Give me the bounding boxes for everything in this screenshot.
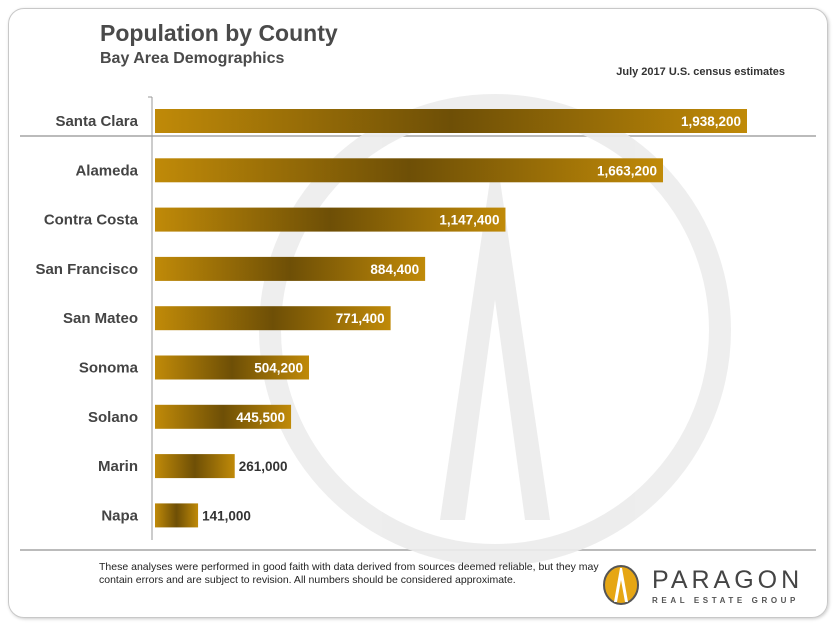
chart-title: Population by County xyxy=(100,20,338,46)
category-label: Sonoma xyxy=(79,360,139,377)
chart-subtitle: Bay Area Demographics xyxy=(100,50,285,67)
value-label: 504,200 xyxy=(254,361,303,376)
bar-san-francisco xyxy=(155,256,426,281)
bar-sonoma xyxy=(155,355,310,380)
bar-contra-costa xyxy=(155,207,506,232)
bar-alameda xyxy=(155,158,664,183)
category-label: Contra Costa xyxy=(44,212,139,229)
disclaimer: These analyses were performed in good fa… xyxy=(99,561,599,586)
category-label: Marin xyxy=(98,458,138,475)
category-label: Napa xyxy=(101,507,138,524)
value-label: 141,000 xyxy=(202,508,251,523)
category-label: Santa Clara xyxy=(55,113,138,130)
header-divider xyxy=(20,135,816,137)
category-label: San Mateo xyxy=(63,310,138,327)
source-note: July 2017 U.S. census estimates xyxy=(616,66,785,78)
logo-name: PARAGON xyxy=(652,566,804,594)
bar-solano xyxy=(155,404,292,429)
category-label: San Francisco xyxy=(35,261,138,278)
bar-marin xyxy=(155,454,235,479)
category-label: Solano xyxy=(88,409,138,426)
value-label: 445,500 xyxy=(236,410,285,425)
bar-napa xyxy=(155,503,199,528)
chart-card xyxy=(8,8,828,618)
value-label: 1,663,200 xyxy=(597,163,657,178)
value-label: 1,147,400 xyxy=(439,213,499,228)
bar-santa-clara xyxy=(155,109,747,133)
value-label: 771,400 xyxy=(336,311,385,326)
logo-subtitle: REAL ESTATE GROUP xyxy=(652,596,799,605)
bar-san-mateo xyxy=(155,306,391,331)
value-label: 1,938,200 xyxy=(681,114,741,129)
value-label: 884,400 xyxy=(370,262,419,277)
category-label: Alameda xyxy=(75,162,138,179)
value-label: 261,000 xyxy=(239,459,288,474)
